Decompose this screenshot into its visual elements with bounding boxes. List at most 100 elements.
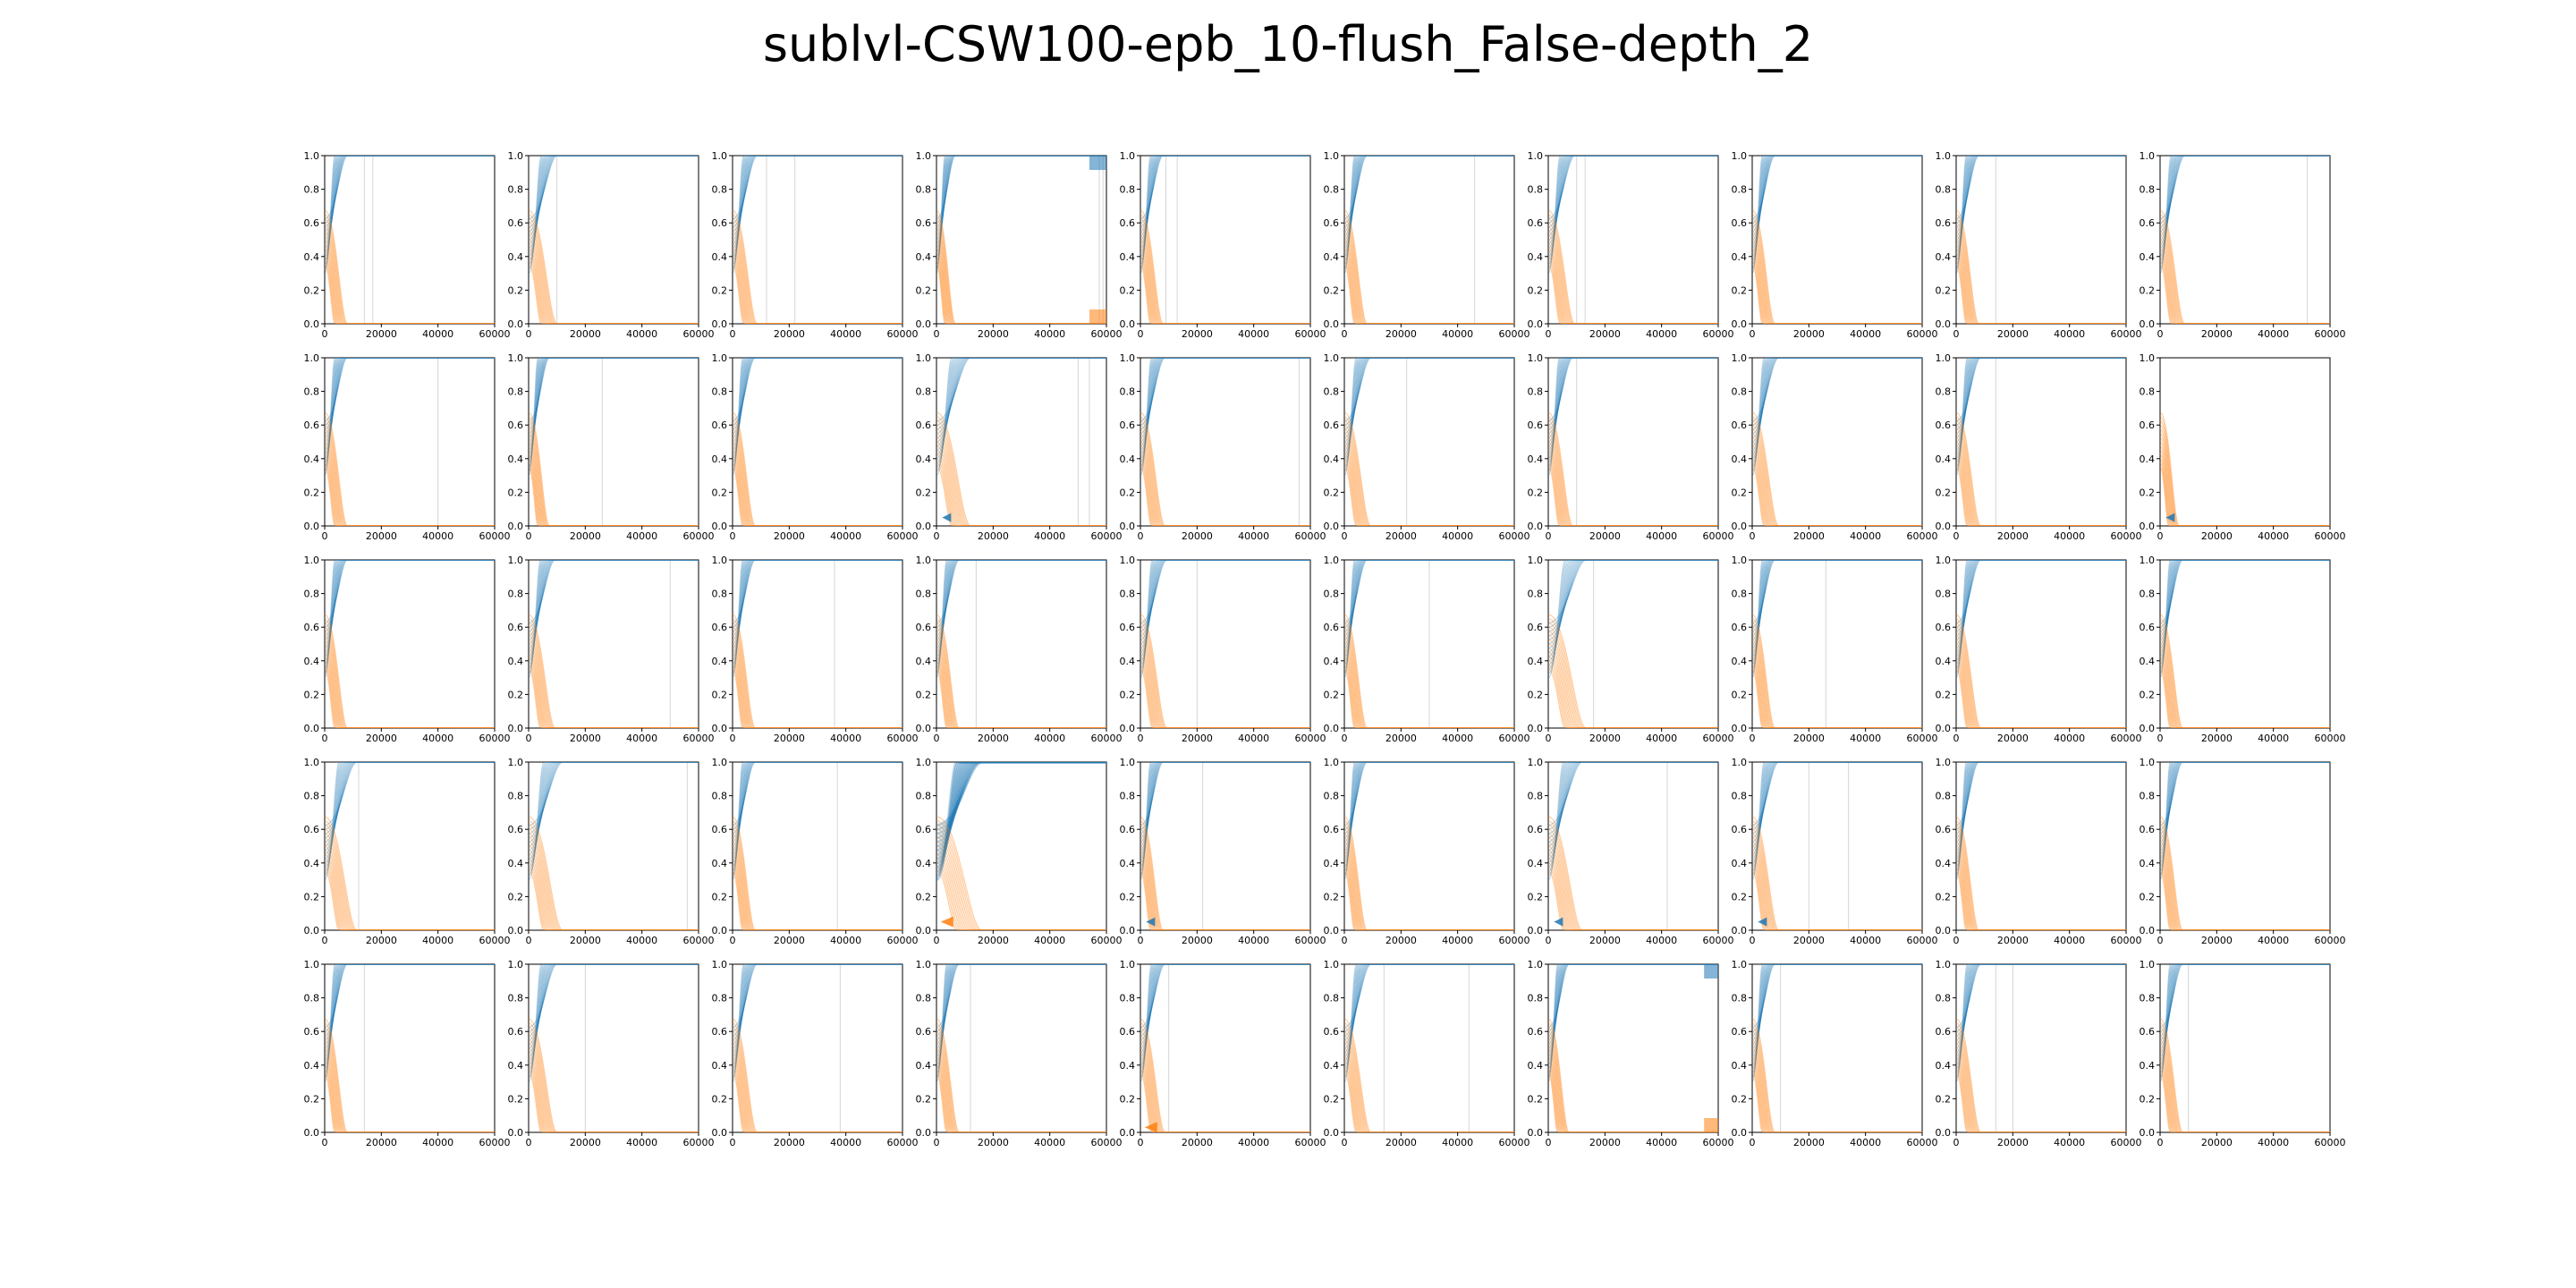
x-tick-label: 20000 [366,328,397,340]
series-group [2160,560,2330,728]
series-a-line [1956,156,2126,228]
y-tick-label: 0.0 [712,318,728,330]
y-tick-label: 0.4 [2140,858,2156,869]
series-b-line [1548,1043,1718,1132]
y-tick-label: 0.8 [1324,184,1340,196]
series-a-line [1548,156,1718,258]
x-tick-label: 40000 [1238,935,1269,946]
y-tick-label: 1.0 [916,757,932,768]
series-a-line [1548,156,1718,262]
series-b-line [2160,453,2330,526]
series-a-line [1140,964,1310,1057]
series-b-line [1956,862,2126,930]
y-tick-label: 0.2 [916,689,932,700]
series-b-line [2160,870,2330,930]
x-tick-label: 40000 [1442,935,1473,946]
series-a-line [2160,560,2330,624]
y-tick-label: 0.0 [1732,1127,1748,1139]
series-b-line [936,424,1106,526]
series-a-line [1548,560,1718,637]
y-tick-label: 0.6 [712,824,728,835]
series-a-line [1956,560,2126,653]
x-tick-label: 60000 [1703,1137,1734,1148]
series-a-line [1956,358,2126,451]
series-b-line [1548,1022,1718,1132]
series-a-line [1956,560,2126,637]
y-tick-label: 0.4 [712,656,728,667]
series-b-line [1548,870,1718,930]
series-b-line [1548,214,1718,324]
x-tick-label: 20000 [366,1137,397,1148]
series-b-line [1752,462,1922,526]
series-a-line [1344,358,1514,438]
series-a-line [936,560,1106,624]
y-tick-label: 0.6 [1732,217,1748,229]
series-a-line [1344,964,1514,1074]
y-tick-label: 1.0 [508,150,524,162]
series-group [529,560,699,728]
y-tick-label: 0.4 [1324,656,1340,667]
series-a-line [733,156,902,220]
x-tick-label: 20000 [570,530,601,542]
series-b-line [936,635,1106,728]
series-a-line [1140,560,1310,653]
x-tick-label: 40000 [1034,935,1065,946]
y-tick-label: 0.8 [1936,993,1952,1004]
series-b-line [2160,1055,2330,1132]
series-b-line [936,866,1106,930]
series-b-line [529,214,699,324]
series-b-line [529,256,699,324]
series-b-line [325,1039,495,1132]
series-b-line [1548,651,1718,728]
series-b-line [529,639,699,728]
figure-title: sublvl-CSW100-epb_10-flush_False-depth_2 [762,16,1814,72]
series-b-line [1752,466,1922,526]
series-b-line [1956,453,2126,526]
series-b-line [733,436,902,526]
y-tick-label: 1.0 [712,959,728,970]
series-a-line [1956,358,2126,435]
series-b-line [936,1018,1106,1132]
y-tick-label: 0.0 [1120,723,1136,734]
y-tick-label: 0.0 [304,925,320,936]
x-tick-label: 20000 [570,935,601,946]
series-a-line [529,762,699,877]
series-group [325,560,495,728]
series-a-line [1548,762,1718,835]
series-a-line [1548,156,1718,228]
series-b-line [1548,453,1718,526]
series-b-line [325,866,495,930]
series-a-line [936,560,1106,674]
series-b-line [529,209,699,324]
series-b-line [1752,1060,1922,1132]
series-b-line [1140,850,1310,930]
y-tick-label: 0.0 [1936,521,1952,532]
series-b-line [529,433,699,526]
axes-frame [528,963,699,1133]
axes-frame [732,963,903,1133]
series-a-line [1548,358,1718,422]
y-tick-label: 0.4 [712,453,728,465]
series-b-line [1548,614,1718,728]
x-tick-label: 60000 [479,935,511,946]
x-tick-label: 20000 [1997,530,2029,542]
series-group [529,156,699,324]
series-a-line [1752,964,1922,1049]
series-a-line [1344,358,1514,426]
y-tick-label: 0.0 [1528,723,1544,734]
y-tick-label: 0.6 [2140,419,2156,431]
series-b-line [1956,424,2126,526]
series-a-line [529,358,699,472]
x-tick-label: 40000 [830,328,861,340]
axes-frame [528,155,699,325]
series-a-line [325,358,495,477]
series-b-line [1548,1018,1718,1132]
x-tick-label: 20000 [978,733,1009,744]
axes-frame [528,559,699,729]
series-b-line [936,1043,1106,1132]
series-a-line [936,560,1106,640]
